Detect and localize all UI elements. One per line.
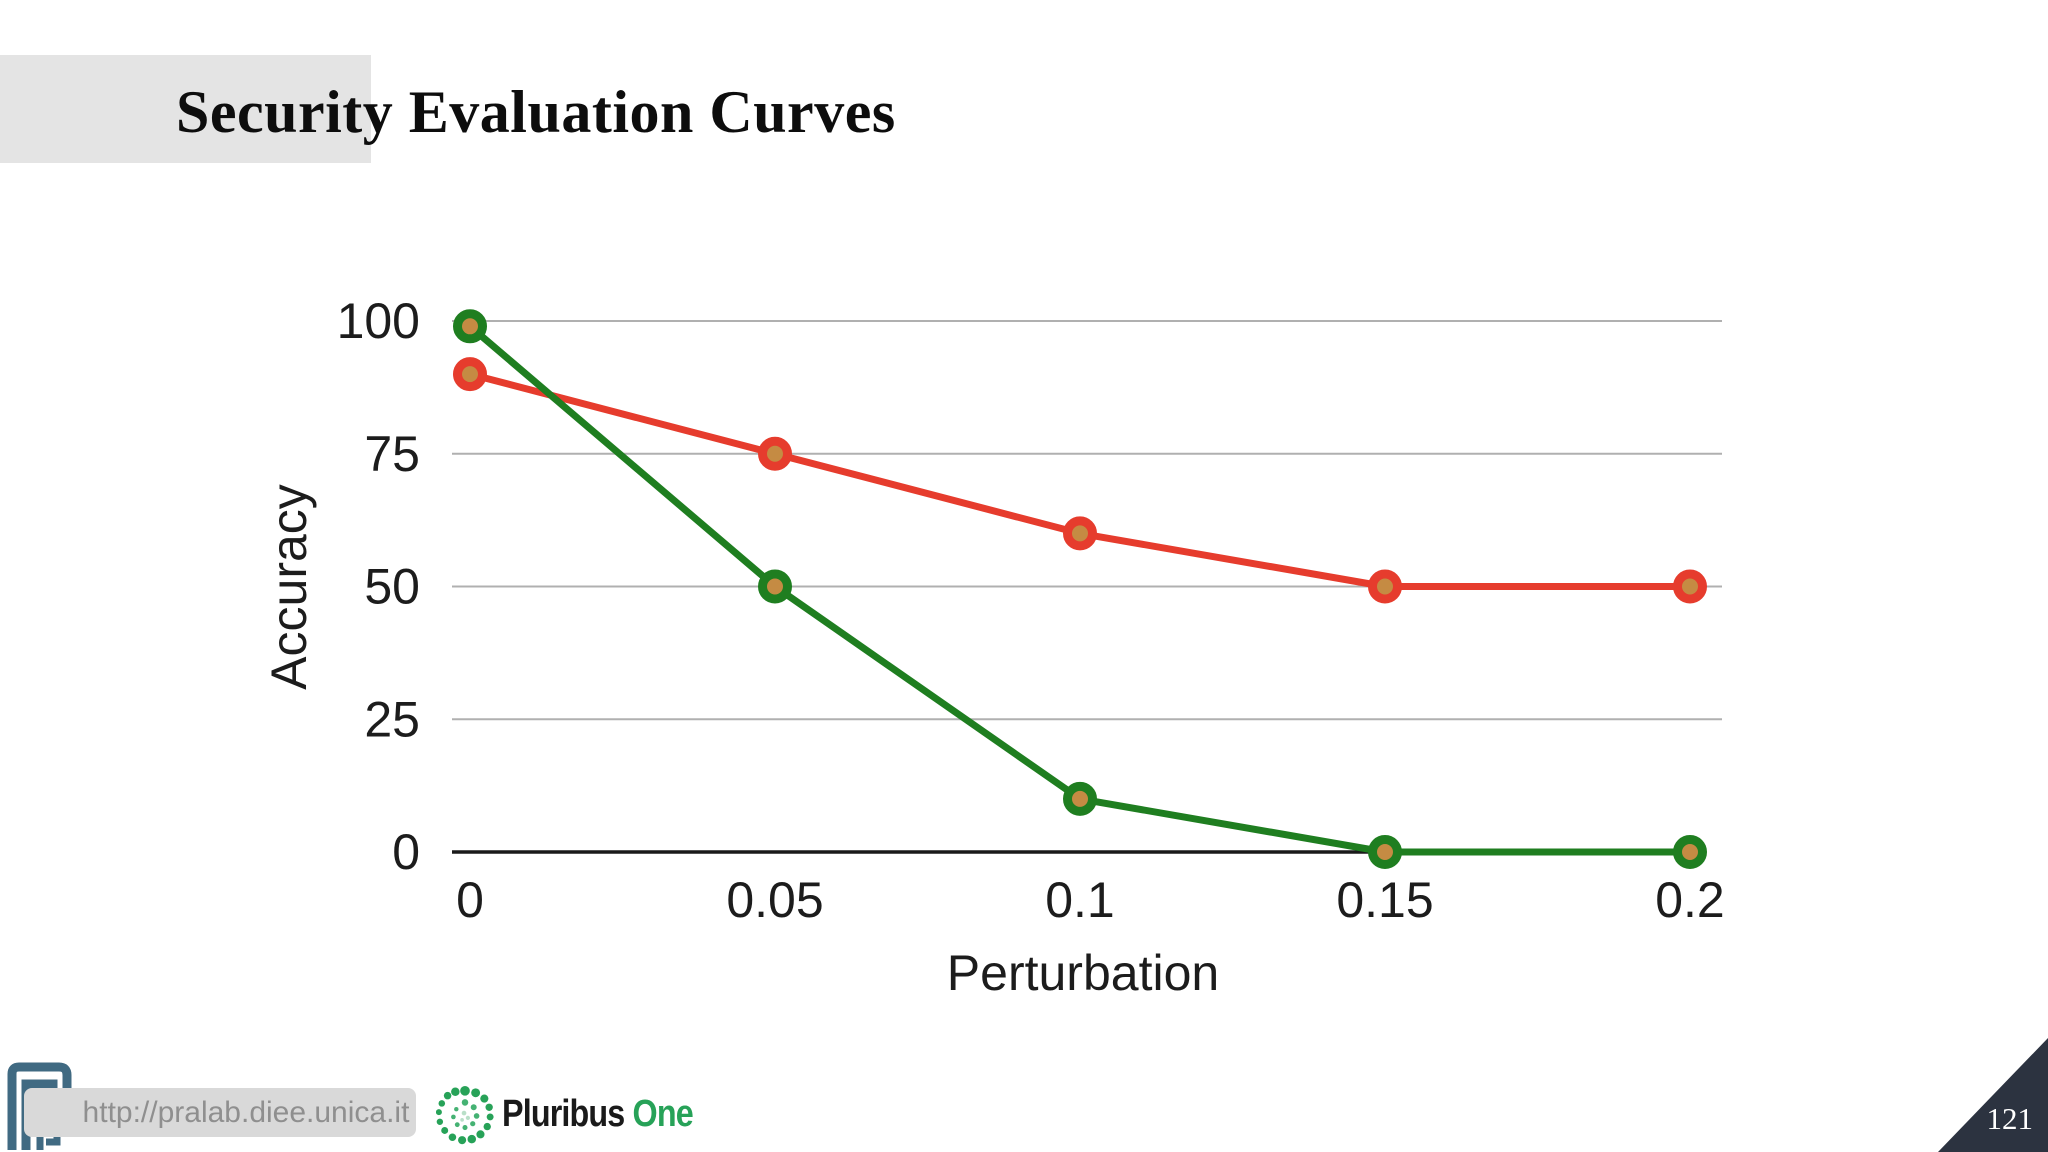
red-curve-marker-0.05: [758, 436, 792, 471]
footer-url[interactable]: http://pralab.diee.unica.it: [24, 1088, 416, 1137]
pluribus-one-dotted-spiral-logo: [436, 1086, 494, 1145]
green-curve-marker-0.2: [1673, 835, 1707, 869]
red-curve-marker-0.1: [1063, 516, 1097, 551]
x-tick-labels: 0 0.05 0.1 0.15 0.2: [456, 872, 1725, 928]
red-curve-marker-0: [453, 357, 487, 392]
red-curve-marker-0.2: [1673, 569, 1707, 604]
y-axis-title: Accuracy: [261, 484, 317, 690]
y-tick-label-75: 75: [364, 426, 420, 482]
y-tick-label-0: 0: [392, 824, 420, 880]
data-series: [453, 309, 1707, 869]
title-highlight-band: [0, 55, 371, 163]
x-tick-label-0.1: 0.1: [1045, 872, 1115, 928]
y-tick-label-100: 100: [337, 293, 420, 349]
y-tick-label-50: 50: [364, 559, 420, 615]
green-curve-marker-0.15: [1368, 835, 1402, 869]
slide-title: Security Evaluation Curves: [176, 79, 896, 145]
pluribus-one-wordmark: Pluribus One: [502, 1093, 694, 1136]
green-curve-marker-0: [453, 309, 487, 344]
x-tick-label-0.2: 0.2: [1655, 872, 1725, 928]
red-curve-marker-0.15: [1368, 569, 1402, 604]
y-tick-label-25: 25: [364, 691, 420, 747]
green-curve-marker-0.05: [758, 569, 792, 604]
y-tick-labels: 0 25 50 75 100: [337, 293, 420, 880]
x-tick-label-0: 0: [456, 872, 484, 928]
x-tick-label-0.05: 0.05: [726, 872, 823, 928]
logo-dot-ring: [436, 1086, 494, 1145]
page-number: 121: [1986, 1101, 2034, 1136]
pluribus-wordmark-one: One: [632, 1093, 694, 1135]
green-curve-marker-0.1: [1063, 781, 1097, 816]
x-axis-title: Perturbation: [947, 945, 1219, 1001]
logo-dot-core: [460, 1110, 471, 1122]
x-tick-label-0.15: 0.15: [1336, 872, 1433, 928]
logo-dot-spiral: [451, 1099, 480, 1131]
pluribus-wordmark-dark: Pluribus: [502, 1093, 625, 1135]
